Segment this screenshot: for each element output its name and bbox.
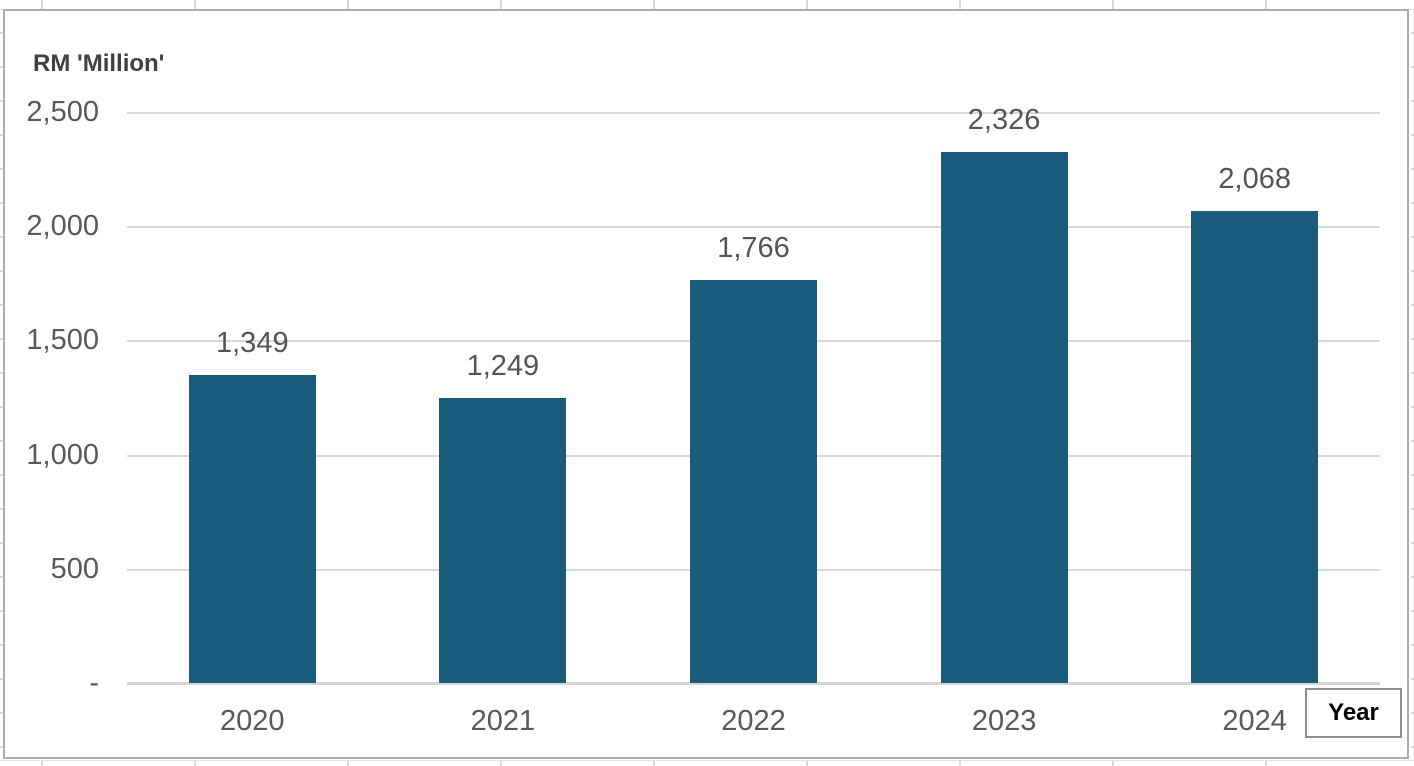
bar-value-label-2021: 1,249 bbox=[466, 349, 540, 382]
bar-value-label-2024: 2,068 bbox=[1218, 162, 1291, 195]
y-tick-label: 2,000 bbox=[26, 210, 99, 243]
y-tick-label: 1,500 bbox=[26, 324, 99, 357]
y-tick-label: 1,000 bbox=[26, 438, 99, 471]
bar-value-label-2022: 1,766 bbox=[717, 231, 790, 264]
x-tick-label-2024: 2024 bbox=[1222, 705, 1287, 737]
bar-2023[interactable] bbox=[940, 151, 1068, 683]
x-tick-label-2023: 2023 bbox=[971, 705, 1037, 737]
chart-object[interactable]: RM 'Million' 2,500 2,000 1,500 1,000 500 - 1,… bbox=[3, 9, 1409, 759]
bar-2024[interactable] bbox=[1191, 210, 1319, 683]
chart-content: RM 'Million' 2,500 2,000 1,500 1,000 500 - 1,… bbox=[5, 11, 1407, 757]
bar-2021[interactable] bbox=[439, 397, 567, 683]
x-tick-label-2022: 2022 bbox=[721, 705, 786, 737]
bar-value-label-2020: 1,349 bbox=[216, 326, 289, 359]
y-tick-label: - bbox=[89, 667, 99, 699]
x-axis-title-label: Year bbox=[1328, 699, 1379, 726]
x-tick-label-2021: 2021 bbox=[470, 705, 536, 737]
y-gridline bbox=[127, 112, 1380, 114]
x-axis-line bbox=[127, 682, 1380, 685]
spreadsheet-gridlines-bottom bbox=[0, 760, 1414, 766]
bar-2022[interactable] bbox=[690, 279, 817, 683]
x-tick-label-2020: 2020 bbox=[220, 705, 285, 737]
spreadsheet-gridlines-right bbox=[1411, 0, 1414, 766]
chart-axis-title-vertical: RM 'Million' bbox=[33, 50, 165, 77]
bar-2020[interactable] bbox=[188, 374, 316, 683]
y-gridline bbox=[127, 226, 1380, 229]
bar-value-label-2023: 2,326 bbox=[967, 103, 1041, 136]
plot-area: 1,349 1,249 1,766 2,326 2,068 bbox=[127, 104, 1380, 685]
y-tick-label: 2,500 bbox=[26, 96, 99, 128]
x-axis: 2020 2021 2022 2023 2024 bbox=[127, 703, 1380, 743]
y-axis: 2,500 2,000 1,500 1,000 500 - bbox=[7, 11, 99, 757]
spreadsheet-gridlines-left bbox=[0, 0, 3, 766]
x-axis-title-box[interactable]: Year bbox=[1305, 688, 1402, 738]
y-tick-label: 500 bbox=[50, 552, 99, 585]
